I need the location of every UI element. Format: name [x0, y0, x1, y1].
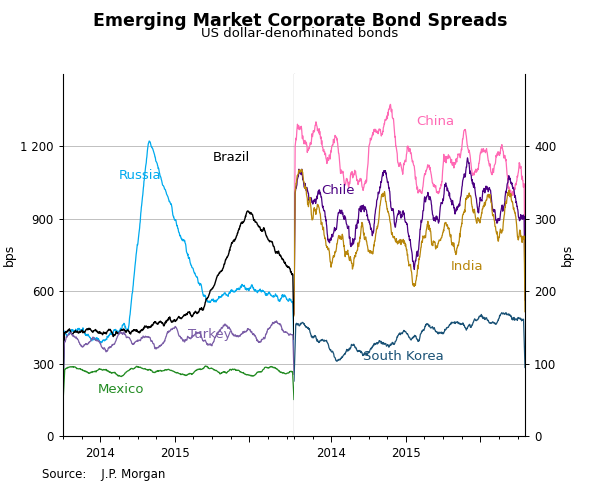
- Y-axis label: bps: bps: [4, 244, 16, 266]
- Text: Source:    J.P. Morgan: Source: J.P. Morgan: [42, 468, 166, 481]
- Text: South Korea: South Korea: [364, 350, 444, 363]
- Text: Chile: Chile: [322, 183, 355, 197]
- Y-axis label: bps: bps: [560, 244, 574, 266]
- Text: China: China: [416, 115, 455, 128]
- Text: Mexico: Mexico: [98, 383, 144, 396]
- Text: Brazil: Brazil: [213, 151, 250, 164]
- Text: Russia: Russia: [118, 169, 161, 182]
- Text: US dollar-denominated bonds: US dollar-denominated bonds: [202, 27, 398, 40]
- Text: India: India: [451, 260, 484, 273]
- Text: Emerging Market Corporate Bond Spreads: Emerging Market Corporate Bond Spreads: [93, 12, 507, 31]
- Text: Turkey: Turkey: [188, 328, 231, 342]
